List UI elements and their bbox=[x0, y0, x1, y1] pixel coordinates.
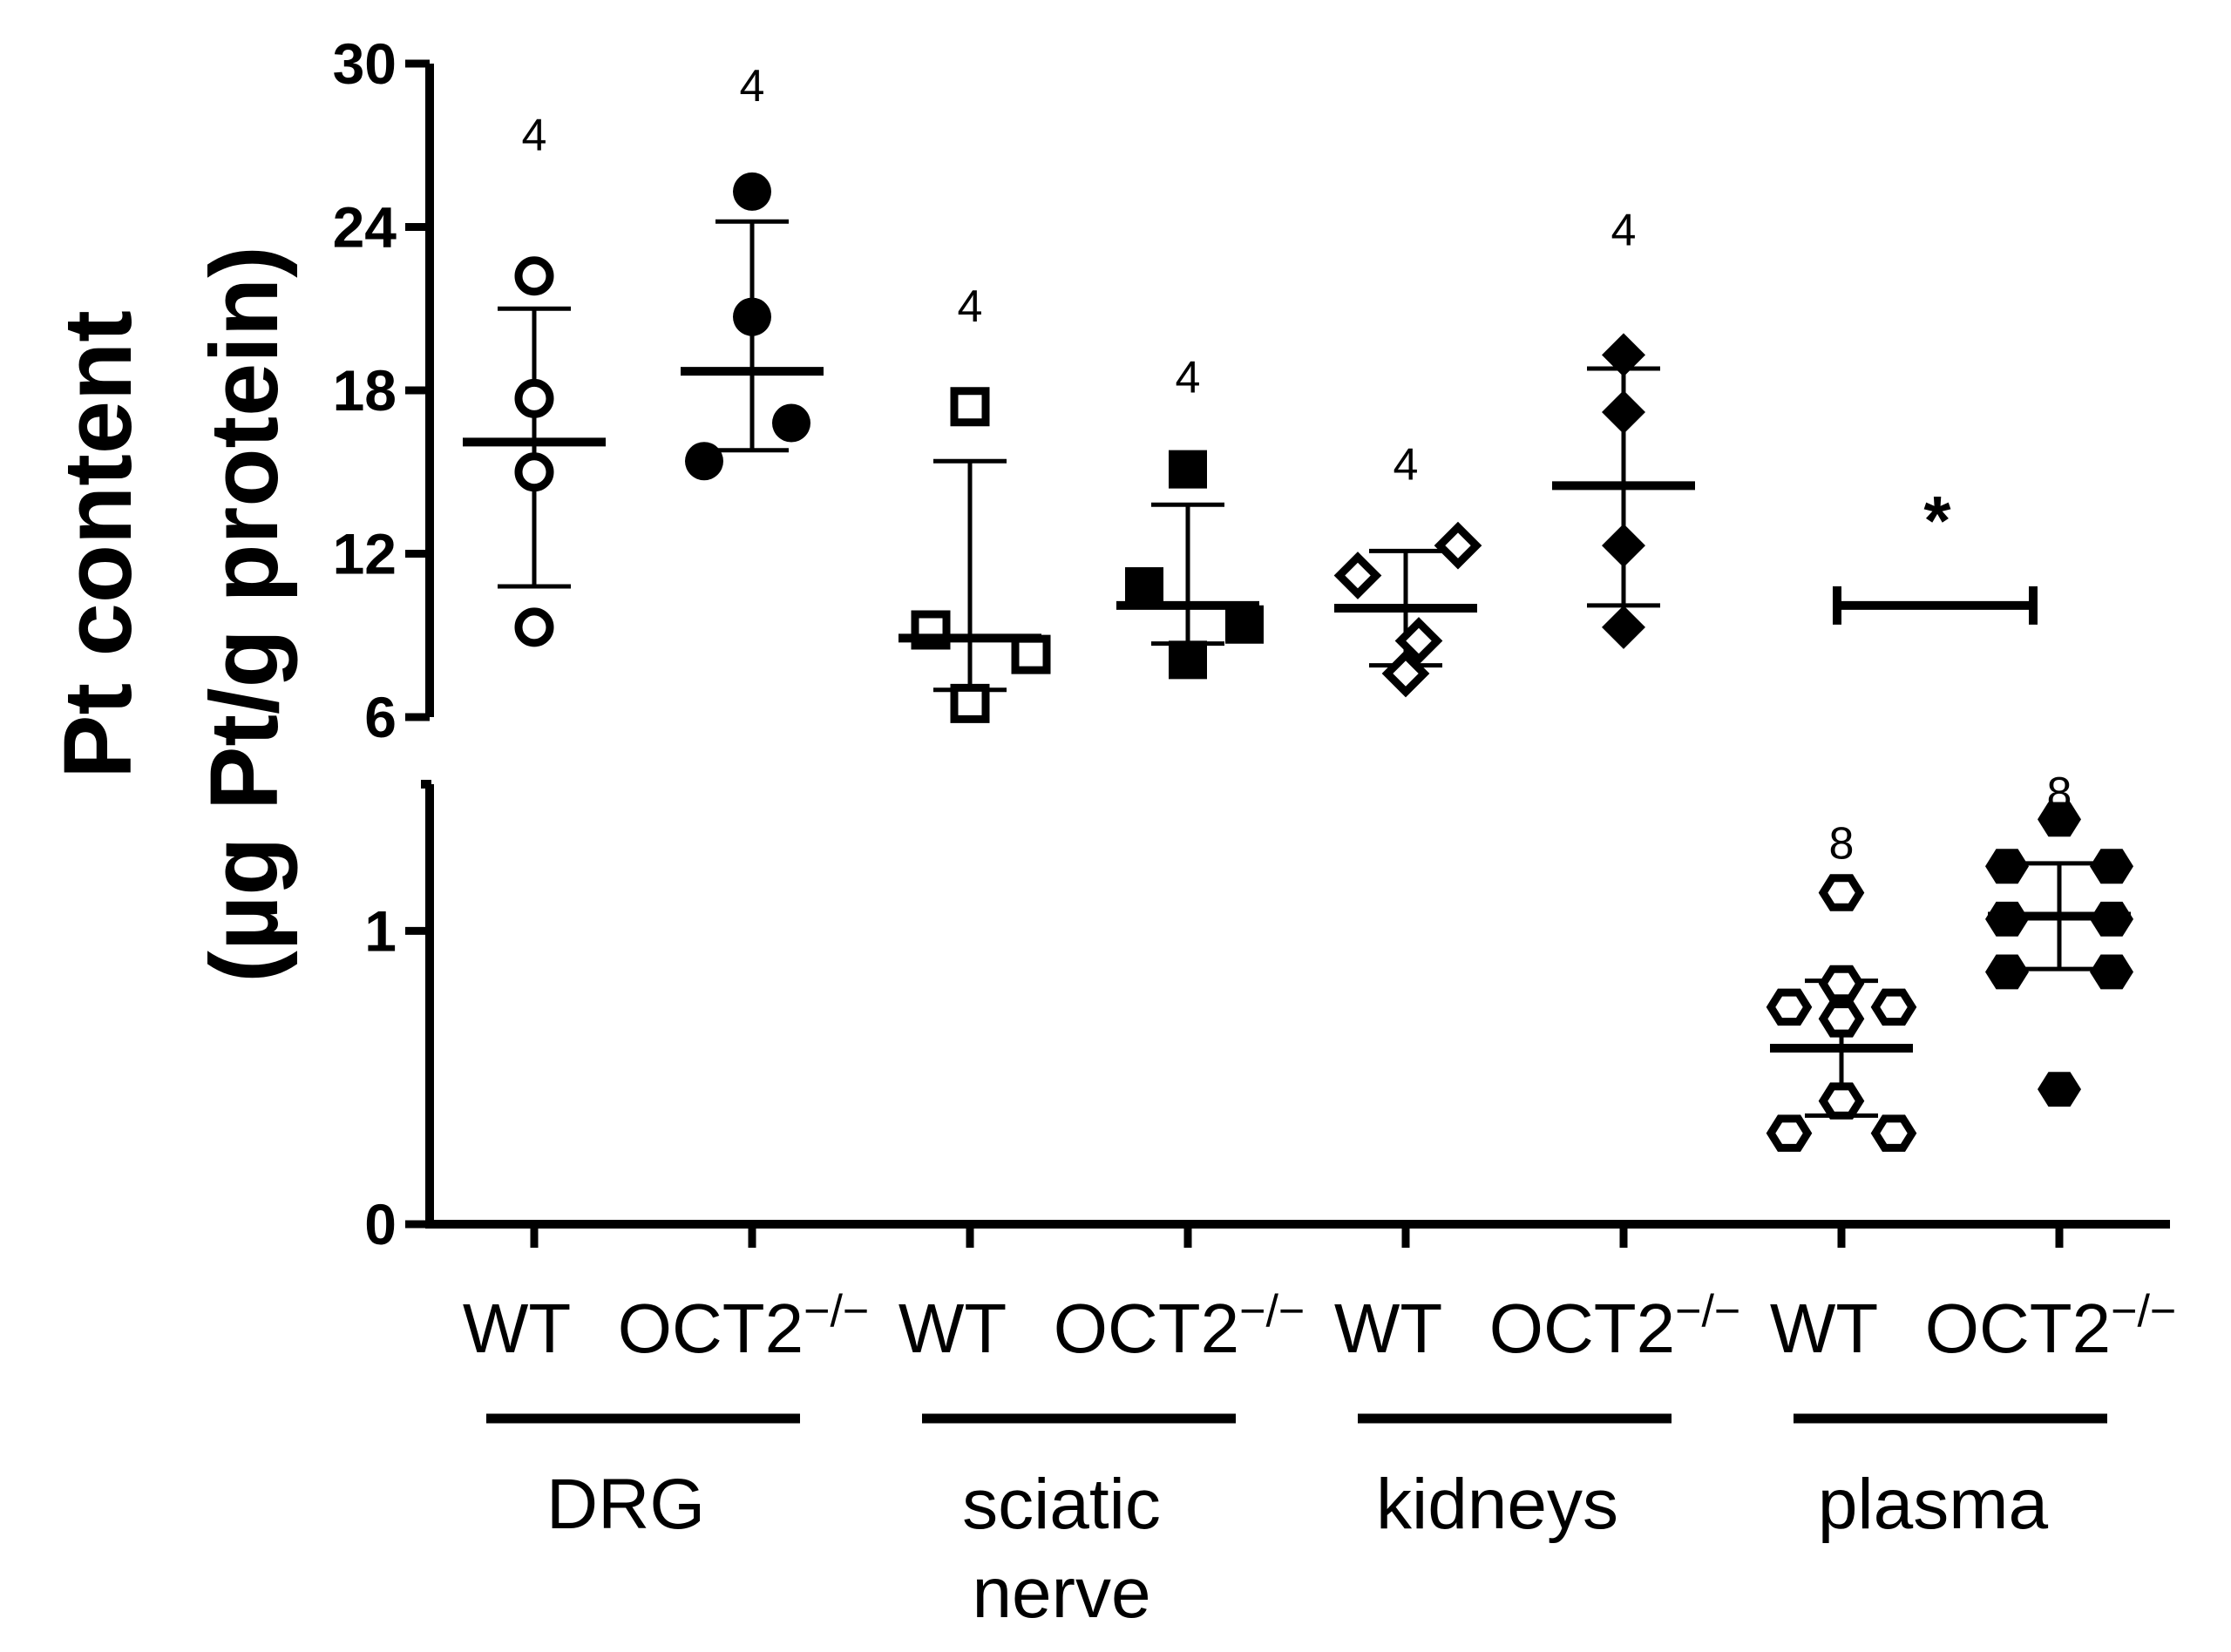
data-point-hexagon bbox=[1985, 849, 2029, 884]
data-point-square bbox=[950, 683, 990, 723]
category-label: OCT2−/− bbox=[1054, 1286, 1305, 1367]
category-label-text: WT bbox=[899, 1290, 1007, 1367]
data-point-hexagon bbox=[1985, 954, 2029, 990]
data-point-square bbox=[1125, 567, 1163, 606]
data-point-hexagon bbox=[1818, 874, 1865, 911]
data-point-circle bbox=[514, 607, 554, 647]
data-point-diamond bbox=[1602, 390, 1645, 434]
n-label: 8 bbox=[1829, 818, 1855, 869]
data-point-diamond bbox=[1434, 521, 1482, 570]
y-axis-label-line2: (µg Pt/g protein) bbox=[191, 246, 298, 982]
data-point-circle bbox=[772, 403, 810, 443]
series-plasma-wt bbox=[1766, 874, 1917, 1152]
category-label-superscript: −/− bbox=[804, 1286, 869, 1337]
category-label-text: WT bbox=[463, 1290, 571, 1367]
data-point-hexagon bbox=[2038, 1072, 2081, 1107]
category-label-text: WT bbox=[1334, 1290, 1442, 1367]
data-point-square bbox=[1169, 450, 1207, 489]
category-label: OCT2−/− bbox=[618, 1286, 870, 1367]
data-point-hexagon bbox=[1870, 1114, 1917, 1152]
n-label: 4 bbox=[1611, 206, 1637, 256]
category-label: OCT2−/− bbox=[1489, 1286, 1741, 1367]
category-label: WT bbox=[1770, 1290, 1878, 1367]
n-label: 4 bbox=[1394, 439, 1419, 490]
data-point-diamond bbox=[1602, 605, 1645, 649]
data-point-circle bbox=[514, 378, 554, 418]
series-kidneys-wt bbox=[1333, 521, 1482, 698]
category-label: WT bbox=[463, 1290, 571, 1367]
category-label-text: OCT2 bbox=[1489, 1290, 1675, 1367]
category-label-text: WT bbox=[1770, 1290, 1878, 1367]
data-point-diamond bbox=[1602, 333, 1645, 377]
category-label: WT bbox=[1334, 1290, 1442, 1367]
category-label: WT bbox=[899, 1290, 1007, 1367]
category-label-superscript: −/− bbox=[2111, 1286, 2176, 1337]
data-point-square bbox=[1011, 634, 1051, 674]
data-point-square bbox=[1169, 640, 1207, 680]
series-DRG-oct2 bbox=[681, 172, 824, 481]
marks-layer bbox=[463, 172, 2133, 1152]
y-tick-label-upper: 12 bbox=[333, 522, 397, 586]
data-point-hexagon bbox=[1766, 1114, 1813, 1152]
y-tick-label-lower: 0 bbox=[364, 1192, 397, 1256]
group-label: nerve bbox=[972, 1554, 1150, 1633]
n-label: 4 bbox=[958, 281, 983, 332]
category-label-superscript: −/− bbox=[1675, 1286, 1740, 1337]
data-point-diamond bbox=[1381, 649, 1430, 698]
data-point-diamond bbox=[1333, 552, 1382, 599]
y-tick-label-upper: 30 bbox=[333, 31, 397, 96]
data-point-square bbox=[1225, 605, 1264, 644]
data-point-hexagon bbox=[2038, 802, 2081, 837]
data-point-circle bbox=[514, 256, 554, 296]
data-point-hexagon bbox=[1818, 1082, 1865, 1120]
data-point-diamond bbox=[1602, 524, 1645, 568]
data-point-hexagon bbox=[2090, 849, 2133, 884]
data-point-hexagon bbox=[2090, 954, 2133, 990]
data-point-circle bbox=[685, 442, 723, 481]
data-point-circle bbox=[733, 172, 771, 211]
group-label: plasma bbox=[1818, 1465, 2049, 1544]
series-sciatic-nerve-oct2 bbox=[1116, 450, 1264, 680]
n-label: 8 bbox=[2047, 768, 2072, 819]
group-label: kidneys bbox=[1376, 1465, 1618, 1544]
axes-layer bbox=[405, 59, 2170, 1248]
y-tick-label-upper: 18 bbox=[333, 358, 397, 423]
category-label-superscript: −/− bbox=[1239, 1286, 1305, 1337]
y-tick-label-lower: 1 bbox=[364, 898, 397, 963]
data-point-hexagon bbox=[1766, 988, 1813, 1026]
y-tick-label-upper: 6 bbox=[364, 685, 397, 749]
category-label-text: OCT2 bbox=[1054, 1290, 1239, 1367]
y-tick-label-upper: 24 bbox=[333, 195, 397, 260]
data-point-hexagon bbox=[1818, 965, 1865, 1003]
category-label: OCT2−/− bbox=[1925, 1286, 2177, 1367]
n-label: 4 bbox=[522, 110, 547, 160]
data-point-circle bbox=[514, 452, 554, 492]
y-axis-label-line1: Pt content bbox=[44, 310, 152, 779]
series-sciatic-nerve-wt bbox=[899, 387, 1051, 723]
category-label-text: OCT2 bbox=[1925, 1290, 2111, 1367]
n-label: 4 bbox=[1176, 352, 1201, 403]
data-point-hexagon bbox=[1818, 1000, 1865, 1038]
group-label: sciatic bbox=[962, 1465, 1161, 1544]
data-point-circle bbox=[733, 297, 771, 336]
data-point-square bbox=[950, 387, 990, 427]
labels-layer: 6 12 18 24 30 0 1 Pt content (µg Pt/g protein) 4 W… bbox=[44, 31, 2176, 1633]
n-label: 4 bbox=[740, 61, 765, 112]
series-kidneys-oct2 bbox=[1552, 333, 1695, 649]
series-plasma-oct2 bbox=[1985, 802, 2133, 1107]
series-DRG-wt bbox=[463, 256, 606, 647]
data-point-diamond bbox=[1394, 617, 1443, 665]
category-label-text: OCT2 bbox=[618, 1290, 804, 1367]
significance-label: * bbox=[1923, 482, 1951, 559]
group-label: DRG bbox=[546, 1465, 705, 1544]
data-point-hexagon bbox=[1870, 988, 1917, 1026]
